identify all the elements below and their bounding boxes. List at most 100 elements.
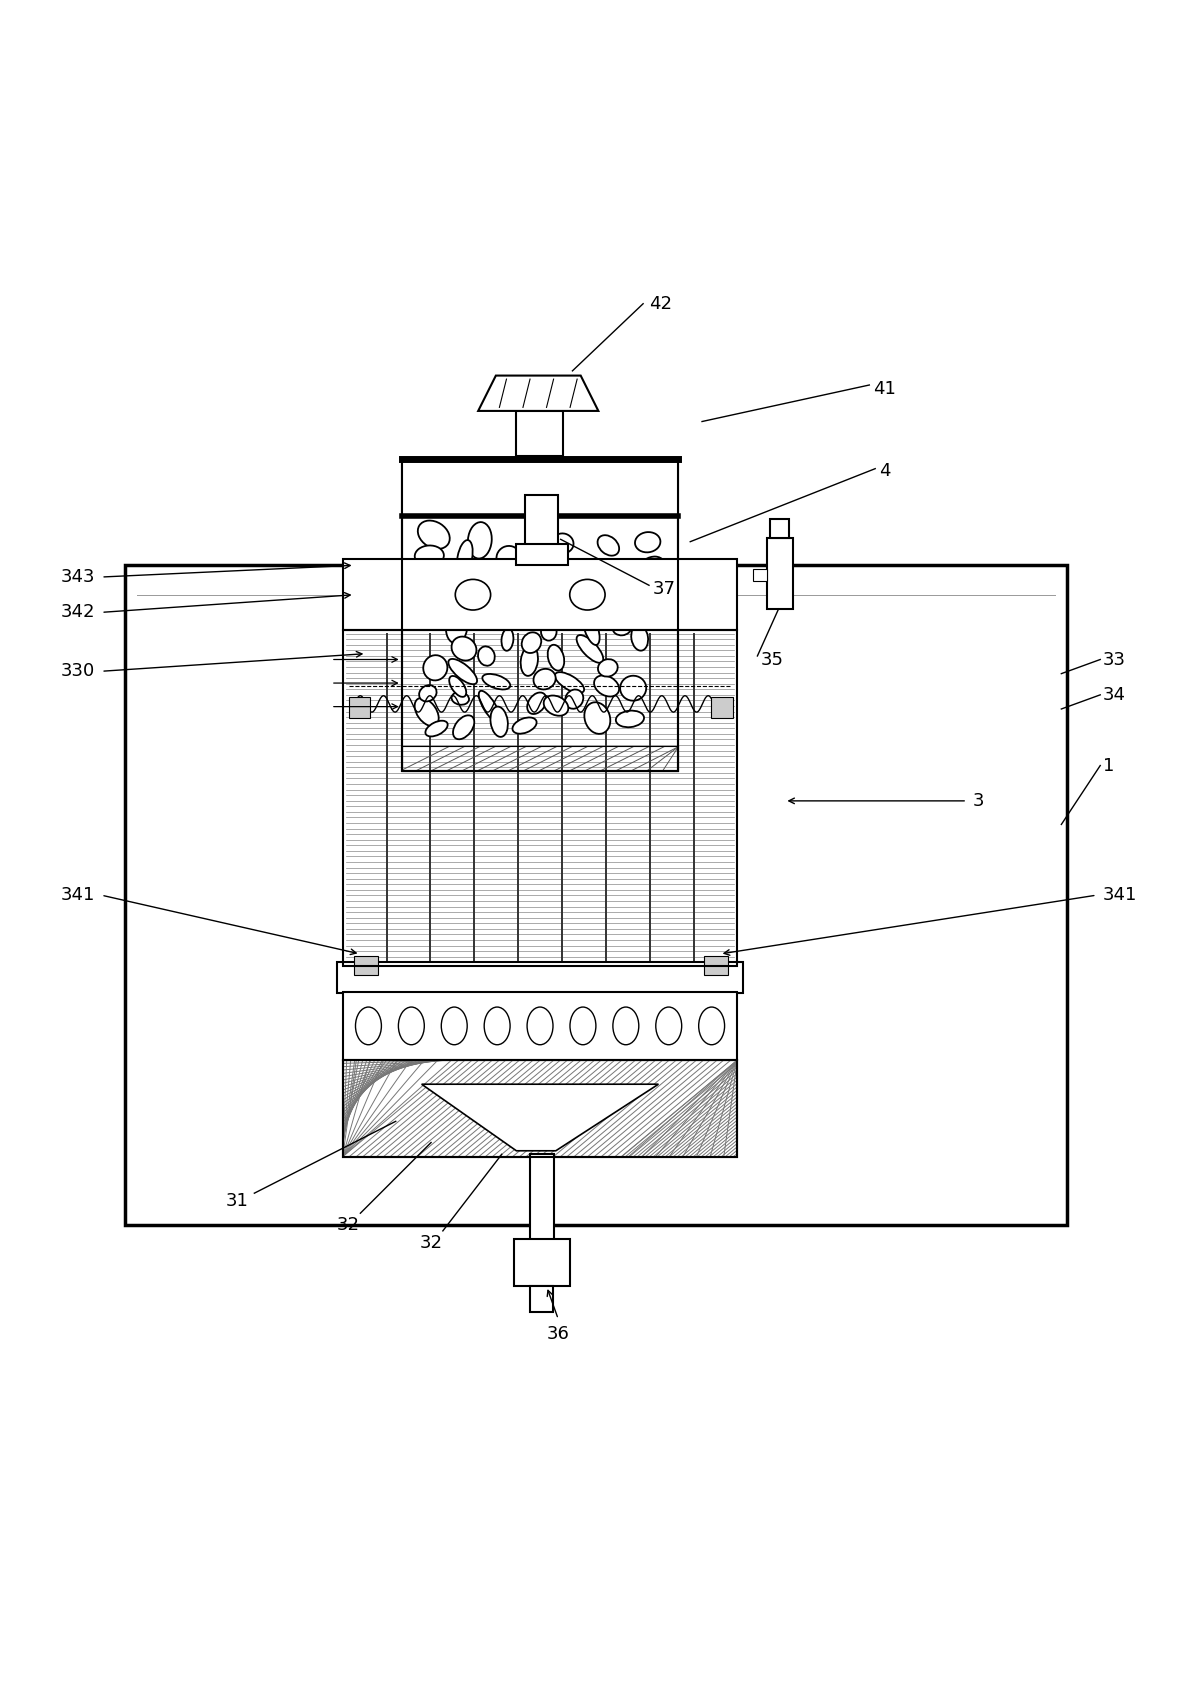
Bar [704, 957, 728, 975]
Ellipse shape [527, 692, 546, 714]
Ellipse shape [565, 690, 583, 709]
Bar [712, 697, 733, 717]
Bar [343, 1060, 738, 1157]
Text: 3: 3 [973, 792, 985, 811]
Ellipse shape [446, 611, 467, 643]
Ellipse shape [457, 539, 473, 575]
Ellipse shape [569, 607, 595, 626]
Bar [530, 1286, 553, 1313]
Text: 35: 35 [760, 651, 784, 668]
Ellipse shape [570, 580, 606, 611]
Ellipse shape [611, 597, 635, 624]
Ellipse shape [583, 612, 600, 644]
Ellipse shape [613, 621, 631, 636]
Ellipse shape [513, 717, 536, 734]
Ellipse shape [527, 1007, 553, 1045]
Ellipse shape [522, 633, 541, 653]
Ellipse shape [597, 536, 619, 556]
Bar [402, 460, 678, 772]
Ellipse shape [459, 563, 477, 582]
Ellipse shape [453, 716, 474, 739]
Ellipse shape [479, 690, 499, 722]
Ellipse shape [547, 644, 564, 670]
Text: 330: 330 [61, 661, 95, 680]
Ellipse shape [584, 702, 610, 734]
Ellipse shape [544, 695, 569, 716]
Text: 41: 41 [873, 380, 895, 397]
Ellipse shape [484, 1007, 510, 1045]
Ellipse shape [468, 522, 492, 558]
Ellipse shape [620, 675, 646, 700]
Ellipse shape [571, 590, 602, 612]
Bar [125, 565, 1067, 1225]
Ellipse shape [420, 685, 436, 702]
Ellipse shape [430, 566, 457, 589]
Text: 342: 342 [61, 604, 95, 621]
Ellipse shape [635, 533, 660, 553]
Ellipse shape [554, 672, 584, 694]
Text: 341: 341 [1103, 885, 1137, 904]
Bar [402, 460, 678, 516]
Ellipse shape [594, 675, 619, 697]
Ellipse shape [449, 677, 466, 697]
Text: 32: 32 [420, 1235, 442, 1252]
Text: 1: 1 [1103, 756, 1115, 775]
Ellipse shape [452, 636, 477, 660]
Text: 31: 31 [225, 1192, 248, 1209]
Text: 32: 32 [337, 1216, 360, 1233]
Bar [402, 460, 678, 772]
Bar [354, 957, 378, 975]
Bar [530, 1155, 553, 1243]
Ellipse shape [452, 692, 468, 706]
Bar [343, 560, 738, 629]
Ellipse shape [699, 1007, 725, 1045]
Text: 343: 343 [61, 568, 95, 587]
Ellipse shape [483, 673, 510, 690]
Ellipse shape [563, 578, 585, 597]
Ellipse shape [426, 721, 448, 736]
Ellipse shape [616, 711, 644, 728]
Text: 341: 341 [61, 885, 95, 904]
Ellipse shape [478, 646, 495, 667]
Bar [402, 516, 678, 772]
Bar [343, 1060, 738, 1157]
Ellipse shape [632, 624, 648, 651]
Ellipse shape [490, 707, 508, 736]
Ellipse shape [355, 1007, 381, 1045]
Bar [343, 992, 738, 1060]
Ellipse shape [496, 546, 521, 570]
Ellipse shape [415, 699, 439, 726]
Polygon shape [478, 375, 598, 410]
Bar [337, 962, 744, 992]
Ellipse shape [441, 1007, 467, 1045]
Ellipse shape [476, 582, 495, 602]
Ellipse shape [570, 1007, 596, 1045]
Bar [526, 495, 558, 560]
Bar [402, 746, 678, 772]
Ellipse shape [638, 556, 665, 582]
Ellipse shape [502, 629, 514, 651]
Ellipse shape [486, 599, 517, 629]
Bar [516, 544, 567, 565]
Ellipse shape [455, 580, 491, 611]
Ellipse shape [417, 594, 441, 619]
Ellipse shape [447, 592, 477, 616]
Polygon shape [422, 1084, 658, 1152]
Ellipse shape [398, 1007, 424, 1045]
Ellipse shape [418, 521, 449, 550]
Ellipse shape [528, 578, 552, 602]
Bar [516, 410, 563, 456]
Text: 4: 4 [879, 461, 890, 480]
Text: 34: 34 [1103, 685, 1125, 704]
Ellipse shape [529, 536, 551, 561]
Ellipse shape [521, 646, 538, 677]
Ellipse shape [536, 600, 557, 621]
Ellipse shape [635, 587, 652, 604]
Ellipse shape [448, 660, 477, 683]
Ellipse shape [552, 534, 573, 553]
Ellipse shape [534, 668, 555, 690]
Text: 33: 33 [1103, 651, 1125, 668]
Ellipse shape [598, 660, 617, 677]
Text: 37: 37 [652, 580, 676, 597]
Ellipse shape [541, 622, 557, 641]
